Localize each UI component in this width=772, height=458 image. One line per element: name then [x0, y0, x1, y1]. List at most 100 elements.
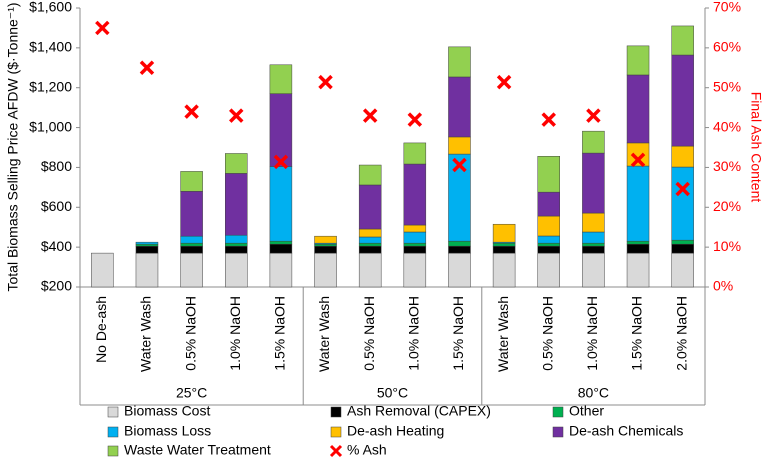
group-label: 80°C	[578, 385, 609, 401]
bar-segment	[626, 74, 650, 144]
bar-segment	[582, 212, 605, 233]
x-tick-label: 0.5% NaOH	[539, 296, 555, 371]
ash-marker	[273, 154, 289, 170]
bar-segment	[358, 245, 382, 254]
bar-segment	[671, 25, 694, 56]
ash-marker	[362, 108, 378, 123]
bar-segment	[269, 252, 293, 288]
bar-segment	[626, 252, 650, 288]
legend-swatch	[107, 426, 119, 438]
bar-segment	[626, 240, 650, 245]
y-tick-label: $1,000	[29, 118, 72, 134]
bar-segment	[269, 64, 293, 94]
y2-axis-title: Final Ash Content	[748, 92, 764, 203]
x-tick-label: 1.5% NaOH	[272, 296, 288, 371]
bar-segment	[537, 235, 560, 244]
x-tick-label: No De-ash	[93, 296, 109, 363]
legend-label: Biomass Cost	[124, 403, 210, 419]
y2-tick-label: 70%	[713, 0, 741, 15]
bar-segment	[582, 252, 605, 288]
bar-segment	[626, 243, 650, 254]
bar-segment	[537, 156, 560, 193]
bar-segment	[180, 171, 203, 192]
bar-segment	[671, 239, 694, 245]
bar-segment	[626, 45, 650, 76]
bar-segment	[180, 242, 203, 247]
y2-tick-label: 30%	[713, 158, 741, 174]
x-tick-label: 1.0% NaOH	[584, 296, 600, 371]
bar-segment	[135, 243, 159, 247]
bar-segment	[626, 142, 650, 167]
y-tick-label: $1,200	[29, 78, 72, 94]
x-tick-label: 0.5% NaOH	[361, 296, 377, 371]
bar-segment	[537, 191, 560, 217]
x-tick-label: 1.0% NaOH	[406, 296, 422, 371]
bar-segment	[671, 145, 694, 168]
x-tick-label: 0.5% NaOH	[182, 296, 198, 371]
x-tick-label: 1.0% NaOH	[227, 296, 243, 371]
bar-segment	[448, 240, 471, 247]
bar-segment	[358, 236, 382, 244]
bar-segment	[358, 242, 382, 247]
bar-segment	[314, 235, 337, 244]
y-tick-label: $600	[41, 198, 72, 214]
x-tick-label: 2.0% NaOH	[673, 296, 689, 371]
legend-marker	[329, 444, 343, 458]
y-tick-label: $800	[41, 158, 72, 174]
bar-segment	[537, 252, 560, 288]
bar-segment	[448, 136, 471, 155]
x-tick-label: Water Wash	[316, 296, 332, 372]
bar-segment	[180, 191, 203, 237]
bar-segment	[492, 223, 516, 243]
bar-segment	[269, 240, 293, 245]
bar-segment	[537, 242, 560, 247]
bar-segment	[403, 163, 427, 226]
bar-segment	[180, 252, 203, 288]
bar-segment	[582, 245, 605, 254]
bar-segment	[492, 242, 516, 247]
bar-segment	[582, 242, 605, 247]
bar-segment	[358, 252, 382, 288]
legend-swatch	[552, 426, 564, 438]
y-tick-label: $400	[41, 238, 72, 254]
bar-segment	[314, 243, 337, 247]
bar-segment	[403, 224, 427, 233]
x-tick-label: Water Wash	[495, 296, 511, 372]
legend-swatch	[330, 426, 342, 438]
bar-segment	[492, 245, 516, 254]
y2-tick-label: 20%	[713, 198, 741, 214]
ash-marker	[184, 104, 199, 119]
bar-segment	[448, 245, 471, 254]
bar-segment	[671, 243, 694, 254]
bar-segment	[135, 241, 159, 245]
legend-label: Waste Water Treatment	[124, 442, 271, 458]
legend-label: Other	[569, 403, 604, 419]
legend-swatch	[552, 406, 564, 418]
group-label: 50°C	[377, 385, 408, 401]
legend-swatch	[107, 445, 119, 457]
bar-segment	[180, 235, 203, 244]
bar-segment	[403, 245, 427, 254]
bar-segment	[403, 252, 427, 288]
y-tick-label: $200	[41, 278, 72, 294]
legend-swatch	[107, 406, 119, 418]
bar-segment	[180, 245, 203, 254]
bar-segment	[225, 252, 248, 288]
x-tick-label: 1.5% NaOH	[450, 296, 466, 371]
bar-segment	[492, 252, 516, 288]
bar-segment	[269, 93, 293, 167]
bar-segment	[403, 142, 427, 165]
bar-segment	[582, 130, 605, 154]
ash-marker	[541, 112, 556, 127]
bar-segment	[671, 252, 694, 288]
y-tick-label: $1,600	[29, 0, 72, 15]
y2-tick-label: 0%	[713, 278, 733, 294]
bar-segment	[225, 242, 248, 247]
ash-marker	[586, 108, 601, 123]
ash-marker	[139, 60, 155, 76]
legend-label: De-ash Heating	[347, 423, 444, 439]
bar-segment	[403, 242, 427, 247]
bar-segment	[671, 54, 694, 147]
ash-marker	[675, 181, 690, 197]
legend-label: % Ash	[347, 442, 387, 458]
